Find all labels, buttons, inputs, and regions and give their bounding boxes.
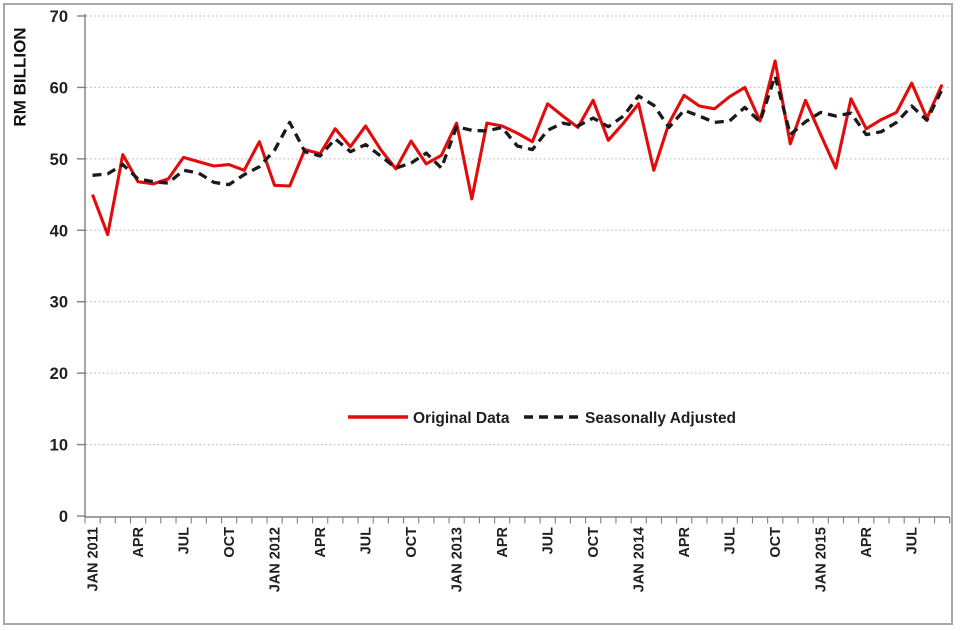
x-tick-label: APR <box>131 526 147 557</box>
x-tick-label: JAN 2011 <box>86 527 102 592</box>
x-tick-label: OCT <box>404 527 420 558</box>
x-tick-label: JUL <box>905 527 921 555</box>
x-tick-label: JAN 2014 <box>632 527 648 592</box>
y-tick-label-40: 40 <box>50 222 68 240</box>
original-data-line <box>91 59 944 237</box>
y-tick-label-50: 50 <box>50 151 68 169</box>
x-tick-label: APR <box>677 526 693 557</box>
x-tick-label: JUL <box>541 527 557 555</box>
x-tick-label: APR <box>313 526 329 557</box>
x-tick-label: JAN 2013 <box>450 527 466 592</box>
x-tick-label: OCT <box>768 527 784 558</box>
y-tick-label-0: 0 <box>59 508 68 526</box>
x-tick-label: APR <box>495 526 511 557</box>
y-tick-label-70: 70 <box>50 8 68 26</box>
y-axis-tick-labels: 0 10 20 30 40 50 60 70 <box>50 8 68 526</box>
y-axis-title: RM BILLION <box>10 27 29 126</box>
x-tick-label: OCT <box>222 527 238 558</box>
y-tick-label-20: 20 <box>50 365 68 383</box>
x-tick-label: JUL <box>177 527 193 555</box>
y-tick-label-30: 30 <box>50 294 68 312</box>
x-tick-label: JUL <box>359 527 375 555</box>
x-tick-label: JAN 2015 <box>814 527 830 592</box>
legend-original-data-label: Original Data <box>413 410 510 427</box>
gridlines <box>86 15 950 446</box>
axes <box>77 13 951 524</box>
y-tick-label-60: 60 <box>50 79 68 97</box>
y-tick-label-10: 10 <box>50 437 68 455</box>
x-tick-label: OCT <box>586 527 602 558</box>
x-tick-label: JAN 2012 <box>268 527 284 592</box>
x-axis-tick-labels: JAN 2011 APR JUL OCT JAN 2012 APR JUL OCT JAN 20… <box>86 526 921 592</box>
legend: Original Data Seasonally Adjusted <box>348 410 736 427</box>
x-tick-label: APR <box>859 526 875 557</box>
x-tick-label: JUL <box>723 527 739 555</box>
legend-seasonally-adjusted-label: Seasonally Adjusted <box>585 410 736 427</box>
data-series <box>91 59 944 237</box>
seasonally-adjusted-line <box>92 74 944 187</box>
